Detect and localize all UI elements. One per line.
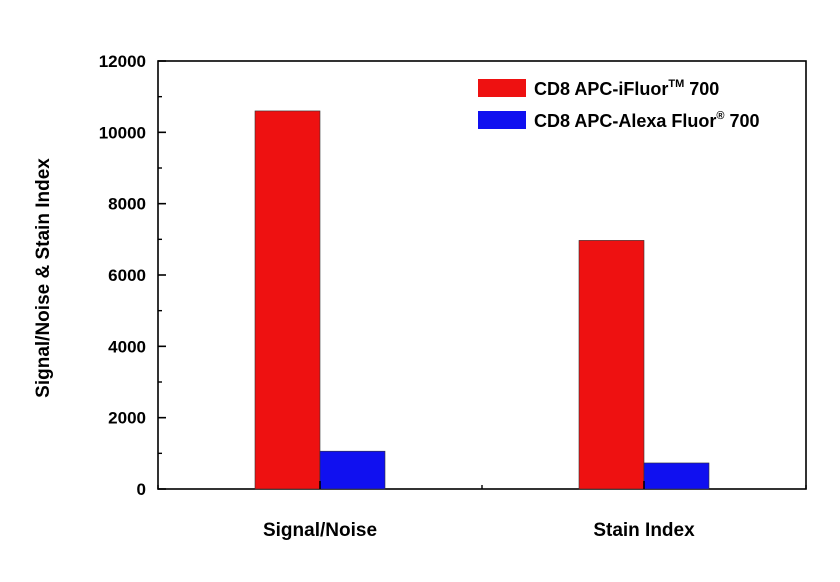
bar [578, 240, 645, 490]
y-tick-label: 0 [137, 480, 146, 499]
legend: CD8 APC-iFluorTM 700 CD8 APC-Alexa Fluor®… [478, 78, 760, 131]
y-tick-label: 12000 [99, 52, 146, 71]
x-category-label: Stain Index [593, 520, 695, 541]
y-tick-label: 8000 [108, 195, 146, 214]
x-category-label: Signal/Noise [263, 520, 377, 541]
y-axis: 0 2000 4000 6000 8000 10000 12000 [99, 52, 166, 499]
y-axis-title: Signal/Noise & Stain Index [33, 158, 54, 398]
bar [643, 462, 710, 490]
y-tick-label: 6000 [108, 266, 146, 285]
y-tick-label: 4000 [108, 337, 146, 356]
legend-swatch [478, 79, 526, 97]
bars [254, 110, 710, 490]
legend-label: CD8 APC-iFluorTM 700 [534, 78, 719, 99]
y-tick-label: 10000 [99, 123, 146, 142]
legend-swatch [478, 111, 526, 129]
y-tick-label: 2000 [108, 409, 146, 428]
x-axis: Signal/Noise Stain Index [157, 481, 807, 541]
bar [254, 110, 321, 490]
legend-label: CD8 APC-Alexa Fluor® 700 [534, 110, 760, 131]
bar [319, 450, 386, 490]
